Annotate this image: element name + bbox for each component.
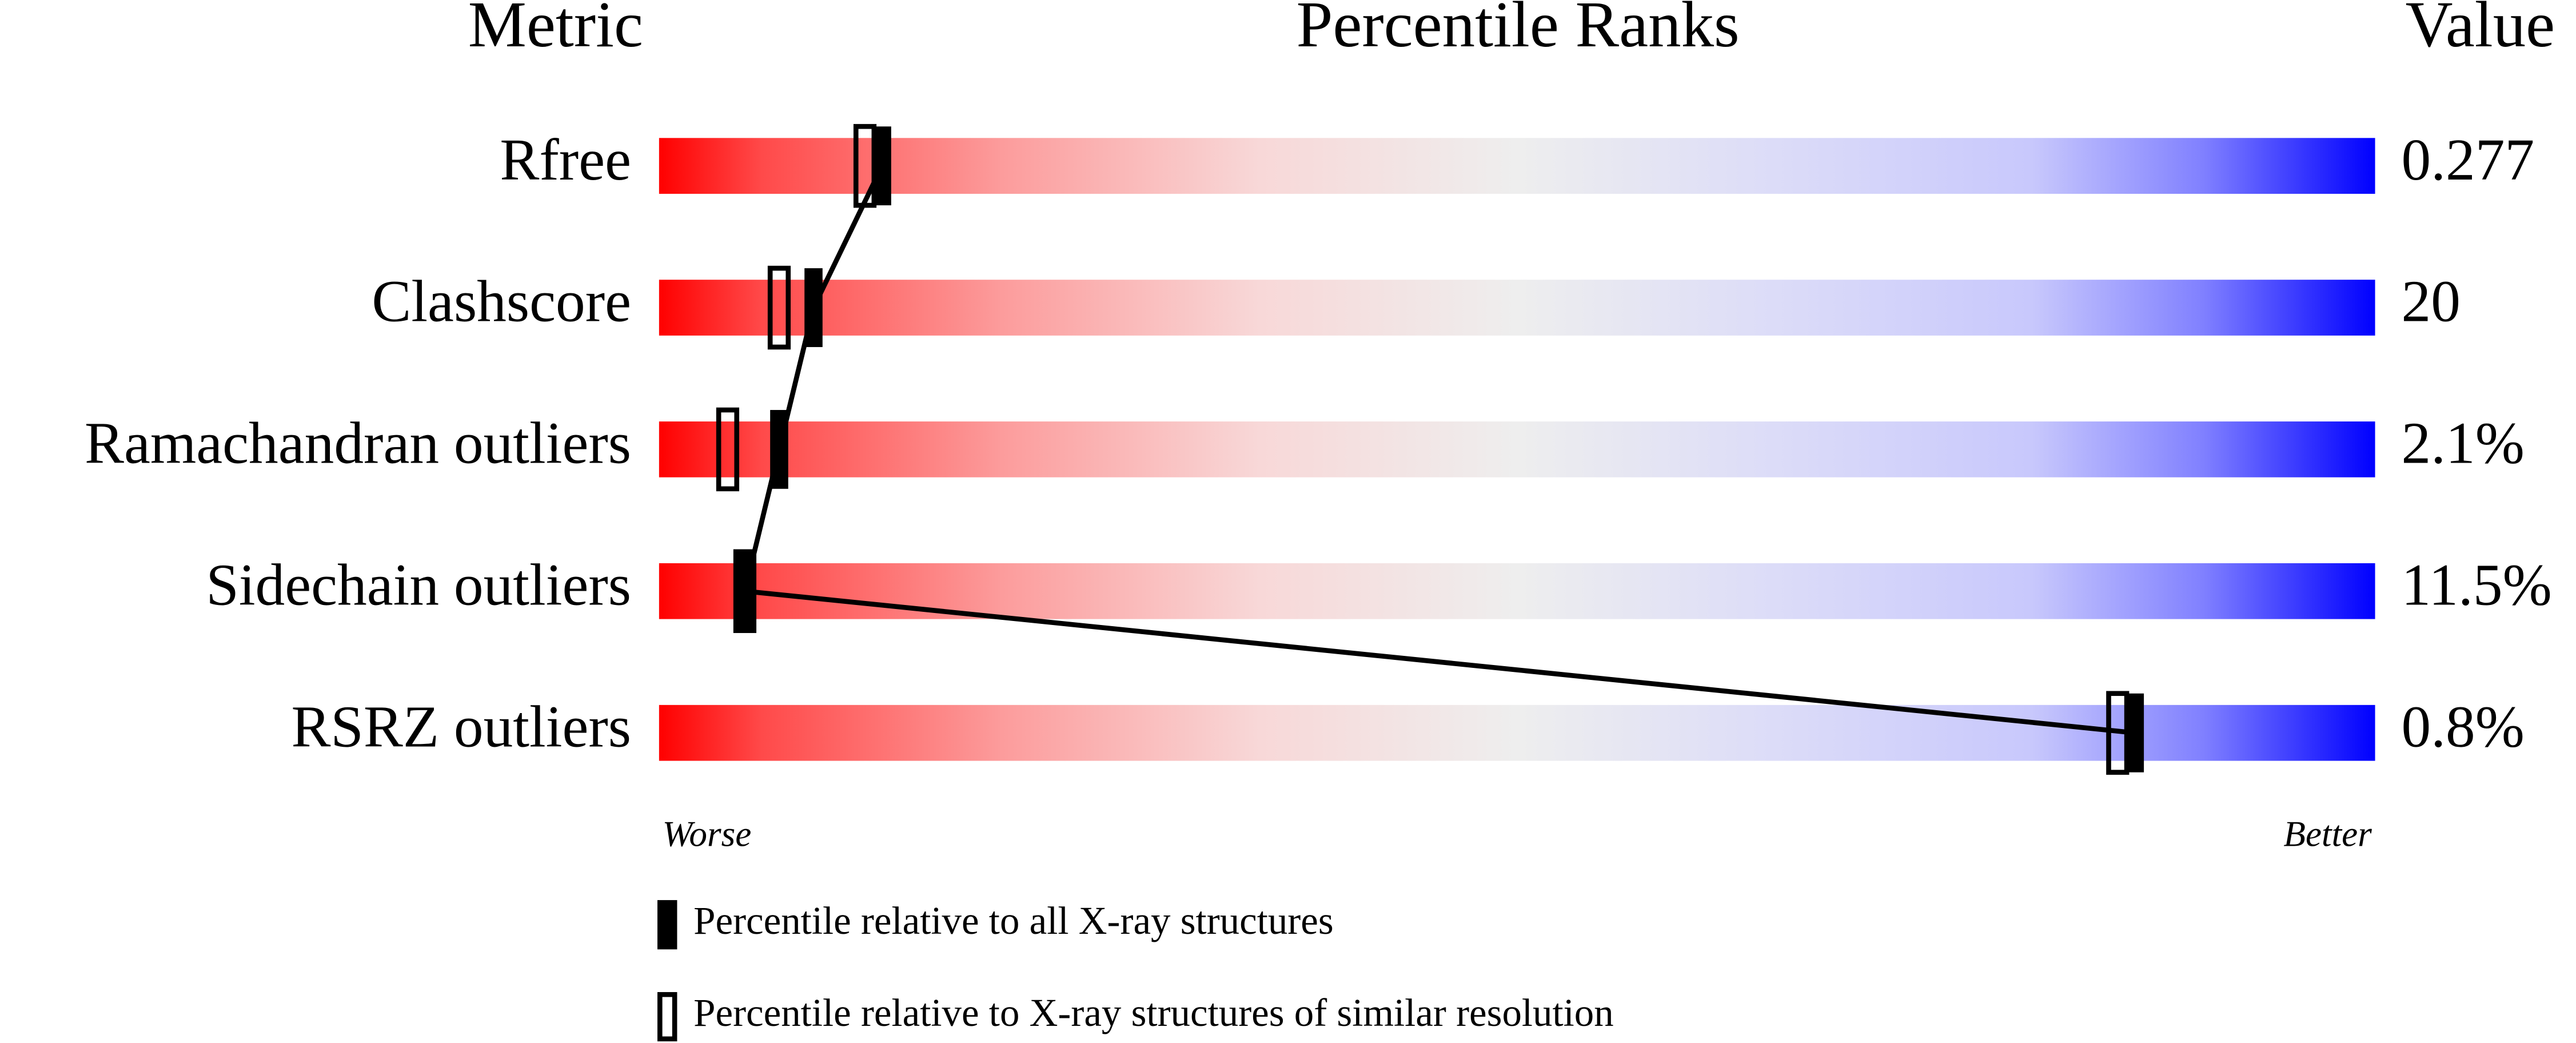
metric-label: RSRZ outliers [291,694,631,759]
metric-value: 0.277 [2402,128,2535,193]
header-value: Value [2406,0,2555,61]
metric-value: 11.5% [2402,553,2552,618]
legend-label: Percentile relative to X-ray structures … [693,991,1614,1034]
header-metric: Metric [468,0,643,61]
metric-label: Clashscore [372,269,631,335]
percentile-bar [659,138,2375,194]
axis-label-better: Better [2283,814,2372,854]
metric-label: Ramachandran outliers [85,411,631,476]
percentile-marker-open [716,407,740,492]
axis-label-worse: Worse [663,814,752,854]
metric-value: 20 [2402,269,2461,335]
metric-label: Sidechain outliers [206,553,631,618]
percentile-marker-filled [770,409,788,489]
legend-label: Percentile relative to all X-ray structu… [693,899,1334,942]
legend-marker [657,900,677,950]
percentile-marker-open [853,124,877,208]
percentile-bar [659,421,2375,477]
header-percentile: Percentile Ranks [1297,0,1740,61]
legend-marker [657,992,677,1042]
percentile-marker-filled [804,268,823,347]
percentile-bar [659,704,2375,761]
percentile-marker-open [2106,691,2130,775]
percentile-bar [659,280,2375,336]
metric-value: 0.8% [2402,694,2525,759]
metric-value: 2.1% [2402,411,2525,476]
percentile-marker-open [767,265,791,350]
metric-label: Rfree [500,128,631,193]
percentile-marker-open [733,549,757,634]
percentile-marker-filled [736,551,754,631]
